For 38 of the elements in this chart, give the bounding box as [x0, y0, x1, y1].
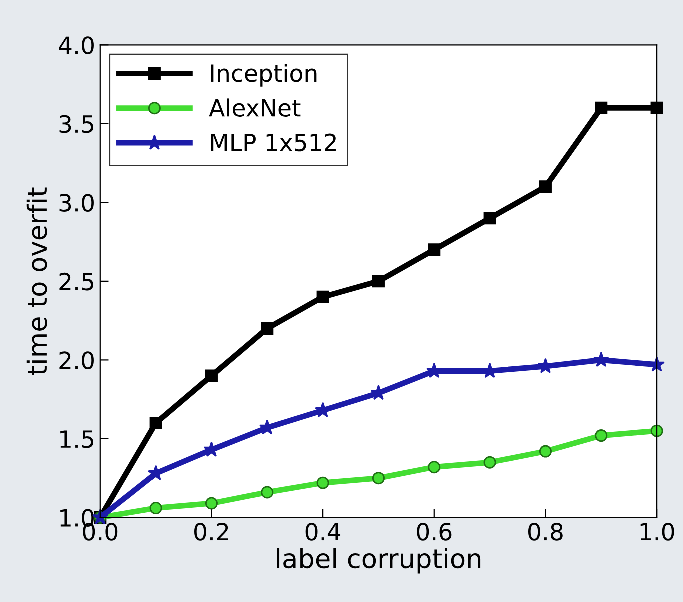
- x-axis-title: label corruption: [277, 548, 481, 574]
- x-tick-label: 0.4: [306, 523, 341, 541]
- y-tick-label: 3.5: [60, 115, 94, 134]
- point: [426, 362, 442, 378]
- point: [539, 445, 552, 458]
- point: [261, 322, 274, 335]
- x-tick-label: 0.2: [194, 523, 228, 541]
- point: [261, 486, 274, 499]
- point: [484, 212, 496, 225]
- legend-label: Inception: [211, 64, 317, 87]
- point: [428, 244, 441, 256]
- point: [593, 352, 610, 368]
- point: [484, 456, 496, 469]
- y-axis-title: time to overfit: [26, 188, 48, 376]
- y-tick-label: 2.0: [60, 352, 94, 370]
- point: [372, 472, 385, 485]
- legend-label: MLP 1x512: [211, 134, 336, 152]
- point: [595, 430, 608, 442]
- x-tick-label: 0.6: [417, 523, 452, 541]
- y-tick-label: 1.5: [60, 430, 94, 448]
- point: [650, 424, 664, 438]
- x-tick-label: 0.8: [528, 523, 563, 541]
- point: [150, 416, 162, 430]
- point: [428, 461, 441, 474]
- point: [316, 476, 330, 490]
- legend-label: AlexNet: [209, 98, 301, 117]
- point: [150, 502, 162, 515]
- point: [595, 102, 608, 114]
- y-tick-label: 3.0: [60, 194, 94, 212]
- point: [539, 180, 552, 194]
- point: [316, 290, 330, 304]
- x-tick-label: 1.0: [640, 523, 674, 541]
- y-tick-label: 4.0: [59, 36, 94, 54]
- y-tick-label: 2.5: [60, 272, 94, 291]
- point: [650, 102, 664, 114]
- point: [372, 275, 385, 288]
- point: [205, 370, 218, 382]
- point: [205, 497, 218, 510]
